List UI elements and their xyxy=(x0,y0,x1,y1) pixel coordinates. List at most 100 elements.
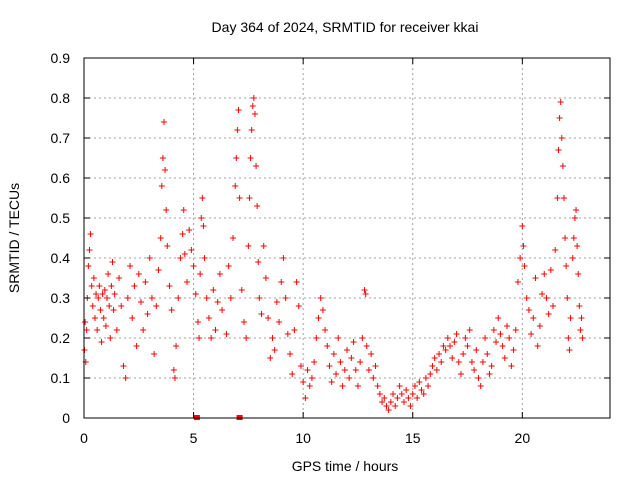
data-point xyxy=(144,311,151,317)
data-point xyxy=(271,347,278,353)
data-point xyxy=(473,347,480,353)
data-point xyxy=(396,383,403,389)
data-point xyxy=(168,307,175,313)
data-point xyxy=(188,247,195,253)
data-point xyxy=(528,331,535,337)
data-point xyxy=(82,319,89,325)
data-point xyxy=(400,399,407,405)
data-point xyxy=(560,195,567,201)
tick-marks xyxy=(83,57,610,419)
data-point xyxy=(146,255,153,261)
data-point xyxy=(577,327,584,333)
data-point xyxy=(208,335,215,341)
data-point xyxy=(102,323,109,329)
data-point xyxy=(100,315,107,321)
data-point xyxy=(205,315,212,321)
gridlines xyxy=(84,58,610,418)
data-point xyxy=(508,363,515,369)
data-point xyxy=(199,195,206,201)
data-point xyxy=(253,163,260,169)
data-point xyxy=(280,255,287,261)
data-point xyxy=(479,359,486,365)
data-point xyxy=(276,319,283,325)
data-point xyxy=(576,303,583,309)
data-point xyxy=(506,335,513,341)
data-point xyxy=(170,367,177,373)
data-point xyxy=(89,303,96,309)
data-point xyxy=(411,383,418,389)
data-point xyxy=(227,295,234,301)
data-point xyxy=(556,115,563,121)
data-point xyxy=(532,275,539,281)
data-point xyxy=(539,291,546,297)
data-point xyxy=(313,335,320,341)
data-point xyxy=(499,343,506,349)
data-point xyxy=(534,343,541,349)
data-point xyxy=(295,303,302,309)
data-point xyxy=(304,367,311,373)
y-tick-label: 0.7 xyxy=(51,130,71,146)
data-point xyxy=(409,391,416,397)
data-point xyxy=(362,291,369,297)
data-point xyxy=(578,315,585,321)
data-point xyxy=(133,343,140,349)
data-point xyxy=(567,315,574,321)
data-point xyxy=(120,363,127,369)
data-point xyxy=(293,279,300,285)
plot-frame xyxy=(83,57,611,419)
data-point xyxy=(407,403,414,409)
data-point xyxy=(122,375,129,381)
data-point xyxy=(562,235,569,241)
data-point xyxy=(245,243,252,249)
data-point xyxy=(379,399,386,405)
data-point xyxy=(287,351,294,357)
data-point xyxy=(451,339,458,345)
data-point xyxy=(414,395,421,401)
data-point xyxy=(177,255,184,261)
data-point xyxy=(564,295,571,301)
data-point xyxy=(460,351,467,357)
data-point xyxy=(216,271,223,277)
data-point xyxy=(155,267,162,273)
data-point xyxy=(427,371,434,377)
data-point xyxy=(164,243,171,249)
data-point xyxy=(175,295,182,301)
data-point xyxy=(181,251,188,257)
data-point xyxy=(519,223,526,229)
data-point xyxy=(190,263,197,269)
data-point xyxy=(159,155,166,161)
data-point xyxy=(129,315,136,321)
data-point xyxy=(291,327,298,333)
data-point xyxy=(262,275,269,281)
data-point xyxy=(297,363,304,369)
data-point xyxy=(574,243,581,249)
data-point xyxy=(575,271,582,277)
data-point xyxy=(326,363,333,369)
data-point xyxy=(151,351,158,357)
data-point xyxy=(91,315,98,321)
data-point xyxy=(503,323,510,329)
data-point xyxy=(444,335,451,341)
data-point xyxy=(554,195,561,201)
data-point xyxy=(236,195,243,201)
data-point xyxy=(558,135,565,141)
data-point xyxy=(140,327,147,333)
data-point xyxy=(110,307,117,313)
y-tick-label: 0.1 xyxy=(51,370,71,386)
data-point xyxy=(442,347,449,353)
data-point xyxy=(457,371,464,377)
data-point xyxy=(85,263,92,269)
data-point xyxy=(99,291,106,297)
data-point xyxy=(238,287,245,293)
data-point xyxy=(333,371,340,377)
data-point xyxy=(466,327,473,333)
data-point xyxy=(372,363,379,369)
data-point xyxy=(344,347,350,353)
data-point xyxy=(186,227,193,233)
data-point xyxy=(250,95,257,101)
data-point xyxy=(350,339,357,345)
data-point xyxy=(374,383,381,389)
data-point xyxy=(198,215,205,221)
data-point xyxy=(403,387,410,393)
data-point xyxy=(545,311,552,317)
